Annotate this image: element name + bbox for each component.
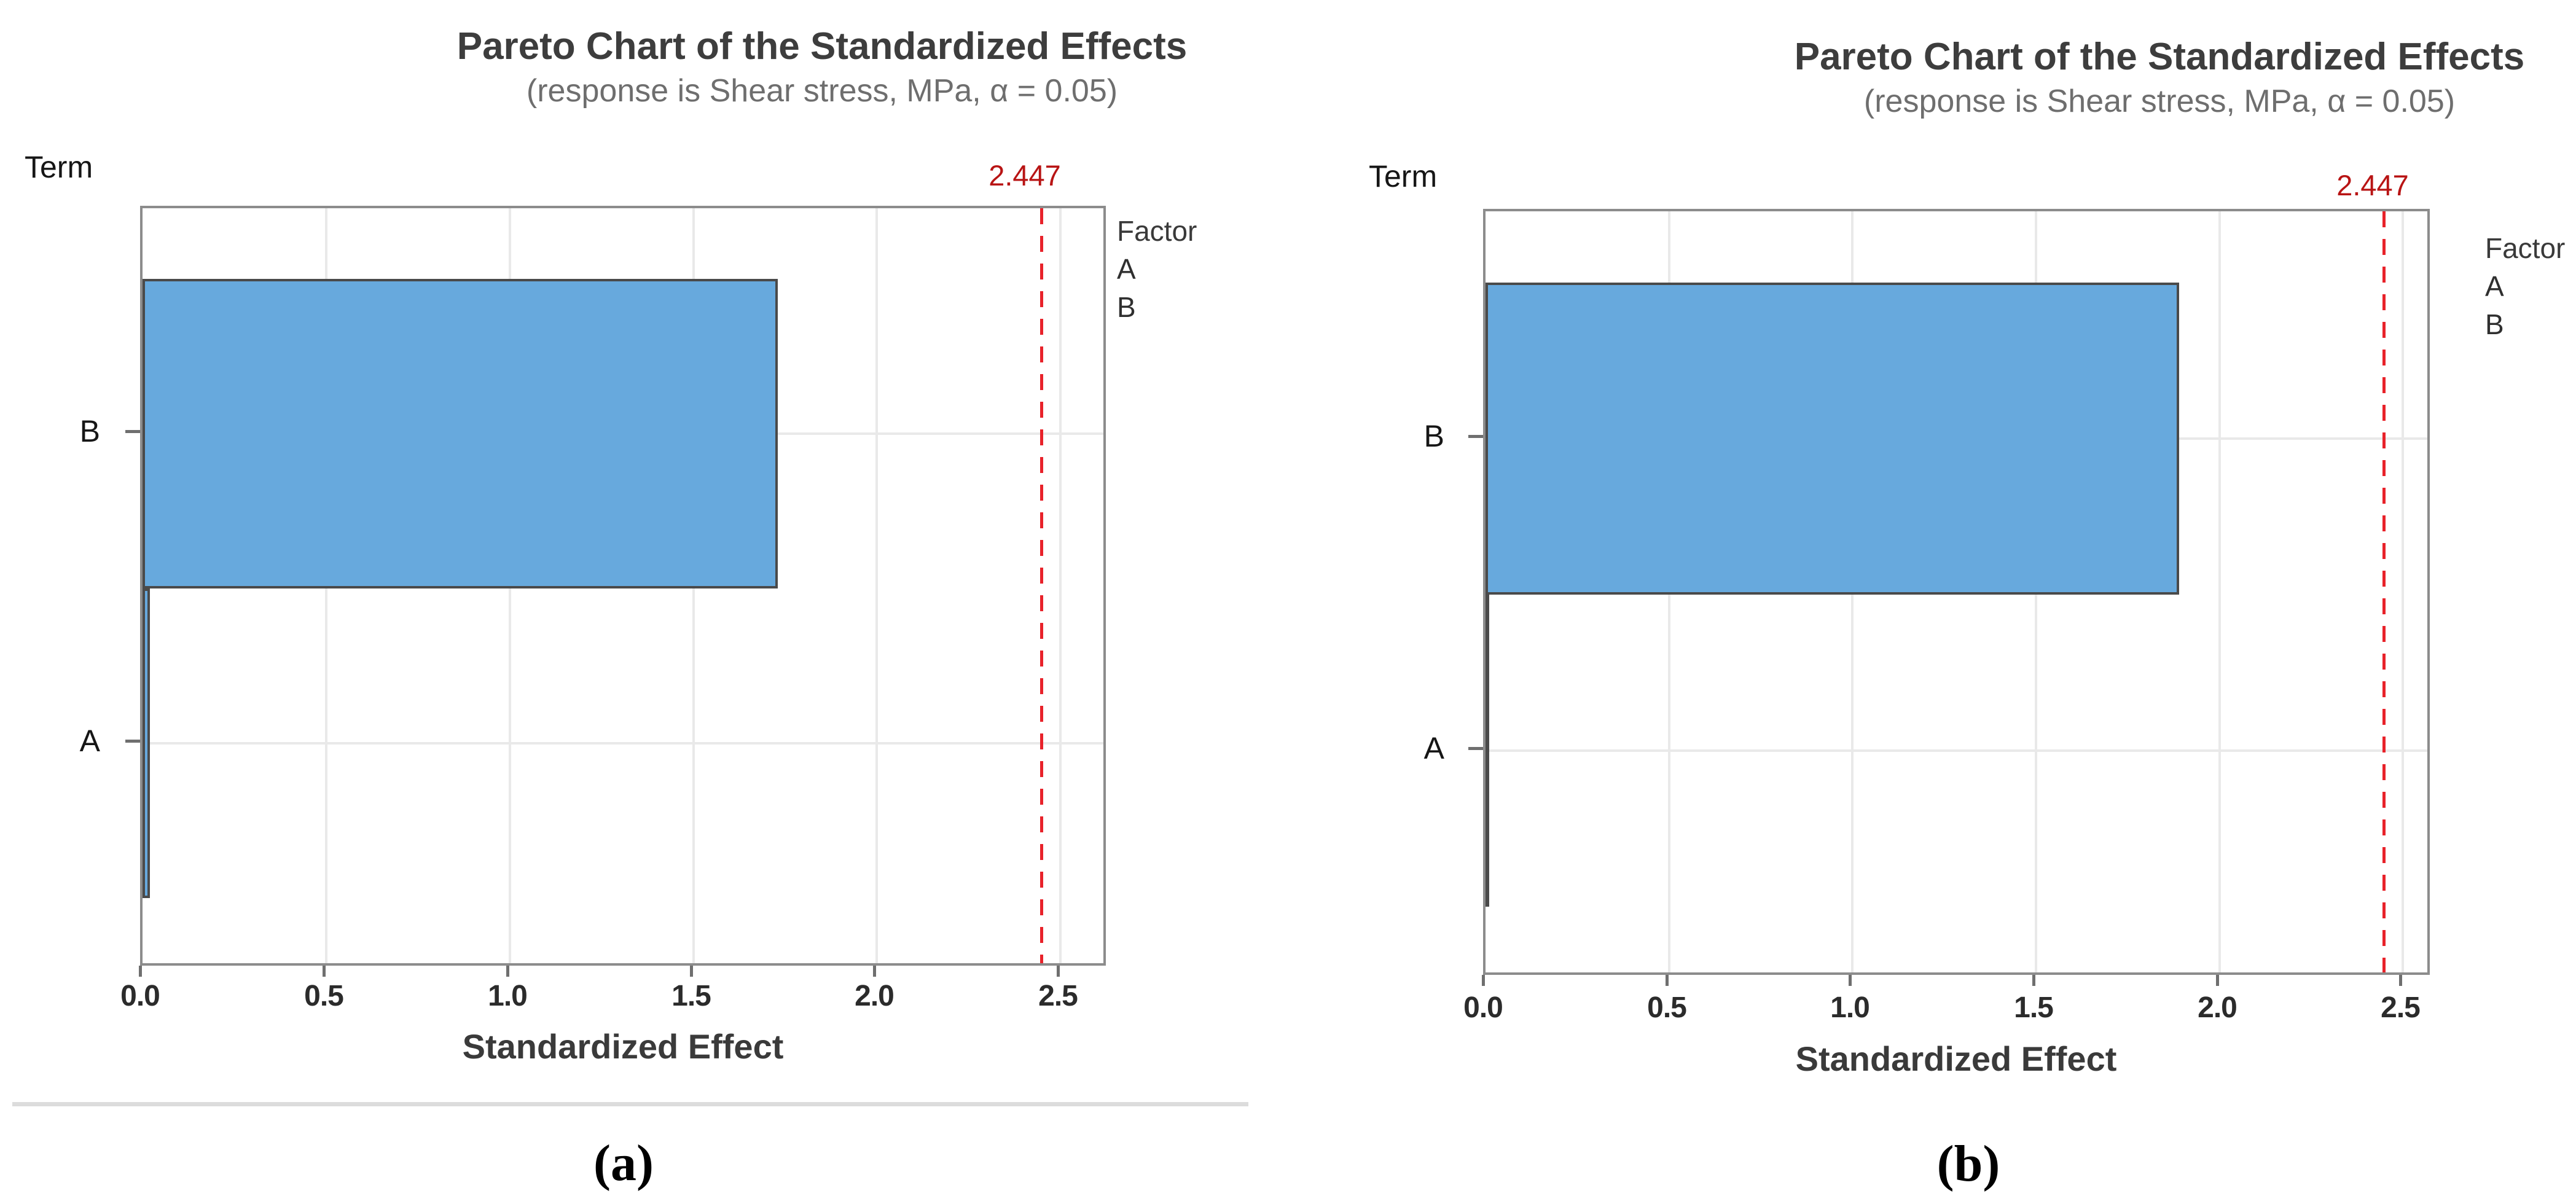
x-axis-tick — [506, 966, 509, 977]
reference-line — [1040, 208, 1043, 963]
x-axis-tick-label: 2.5 — [1038, 980, 1078, 1012]
y-axis-title-term: Term — [1369, 159, 1438, 194]
bar-a — [143, 588, 150, 898]
x-axis-tick-label: 2.0 — [855, 980, 895, 1012]
x-axis-tick-label: 1.5 — [2014, 991, 2054, 1024]
x-axis-tick-label: 0.5 — [1647, 991, 1687, 1024]
chart-subtitle: (response is Shear stress, MPa, α = 0.05… — [526, 72, 1118, 109]
horizontal-gridline — [143, 742, 1103, 745]
x-axis-tick-label: 2.0 — [2198, 991, 2237, 1024]
legend-item-a: A — [2485, 270, 2504, 302]
x-axis-tick-label: 1.0 — [488, 980, 528, 1012]
x-axis-tick — [2216, 975, 2219, 986]
vertical-gridline — [2218, 211, 2221, 972]
y-axis-label-b: B — [1423, 419, 1444, 453]
reference-line-label: 2.447 — [2336, 169, 2409, 201]
x-axis-tick — [323, 966, 326, 977]
x-axis-tick-label: 0.5 — [304, 980, 344, 1012]
vertical-gridline — [875, 208, 878, 963]
x-axis-tick — [1666, 975, 1669, 986]
y-axis-tick — [125, 430, 140, 433]
x-axis-tick-label: 0.0 — [120, 980, 160, 1012]
y-axis-title-term: Term — [25, 150, 93, 184]
x-axis-title: Standardized Effect — [1795, 1039, 2117, 1078]
bar-b — [1486, 283, 2179, 595]
legend: Factor A B — [1117, 212, 1197, 326]
x-axis-tick-label: 1.0 — [1830, 991, 1870, 1024]
plot-area — [140, 206, 1106, 966]
y-axis-label-b: B — [79, 414, 100, 448]
x-axis-tick — [2032, 975, 2035, 986]
x-axis-tick — [1482, 975, 1485, 986]
x-axis-tick-label: 0.0 — [1463, 991, 1503, 1024]
subfigure-caption-a: (a) — [593, 1135, 654, 1192]
x-axis-tick — [1849, 975, 1852, 986]
legend-item-b: B — [2485, 308, 2504, 340]
bar-b — [143, 279, 778, 588]
x-axis-title: Standardized Effect — [462, 1027, 784, 1066]
y-axis-label-a: A — [79, 724, 100, 758]
legend: Factor A B — [2485, 229, 2565, 343]
x-axis-tick-label: 1.5 — [671, 980, 711, 1012]
x-axis-tick-label: 2.5 — [2381, 991, 2421, 1024]
vertical-gridline — [1059, 208, 1062, 963]
plot-area — [1483, 209, 2430, 975]
legend-item-b: B — [1117, 291, 1136, 323]
bar-a — [1486, 595, 1489, 907]
horizontal-gridline — [1486, 749, 2427, 752]
y-axis-tick — [125, 740, 140, 743]
chart-subtitle: (response is Shear stress, MPa, α = 0.05… — [1863, 83, 2456, 119]
x-axis-tick — [873, 966, 876, 977]
legend-title: Factor — [2485, 232, 2566, 264]
x-axis-tick — [1057, 966, 1060, 977]
vertical-gridline — [2402, 211, 2404, 972]
subfigure-caption-b: (b) — [1936, 1135, 2000, 1192]
x-axis-tick — [690, 966, 693, 977]
legend-title: Factor — [1117, 215, 1197, 247]
x-axis-tick — [139, 966, 142, 977]
chart-title: Pareto Chart of the Standardized Effects — [1794, 35, 2525, 78]
reference-line — [2382, 211, 2386, 972]
y-axis-tick — [1468, 435, 1483, 438]
x-axis-tick — [2399, 975, 2402, 986]
chart-title: Pareto Chart of the Standardized Effects — [456, 25, 1188, 68]
y-axis-label-a: A — [1423, 731, 1444, 765]
legend-item-a: A — [1117, 253, 1136, 285]
y-axis-tick — [1468, 747, 1483, 750]
reference-line-label: 2.447 — [989, 159, 1061, 192]
figure-separator-line — [12, 1102, 1248, 1106]
